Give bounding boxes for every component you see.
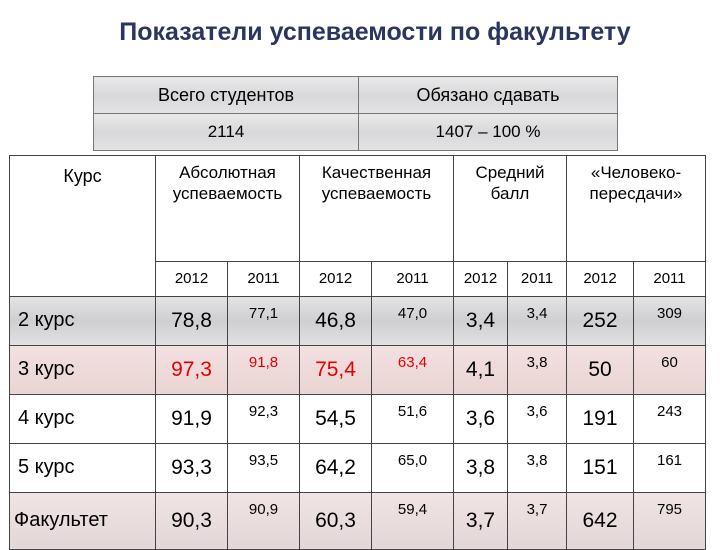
table-row: 5 курс 93,3 93,5 64,2 65,0 3,8 3,8 151 1…: [9, 442, 706, 493]
table-cell: 78,8: [155, 295, 228, 346]
year-cell: 2012: [155, 260, 228, 297]
table-cell: 309: [633, 295, 706, 346]
table-cell: 3,7: [507, 491, 567, 550]
year-cell: 2012: [566, 260, 634, 297]
years-empty: [9, 261, 156, 297]
year-cell: 2012: [453, 260, 508, 297]
year-cell: 2011: [371, 260, 454, 297]
header-kurs: Курс: [9, 155, 156, 261]
header-retakes: «Человеко-пересдачи»: [566, 155, 706, 262]
row-label: 4 курс: [9, 393, 156, 444]
table-cell: 161: [633, 442, 706, 493]
year-cell: 2011: [633, 260, 706, 297]
table-cell: 51,6: [371, 393, 454, 444]
table-cell: 3,7: [453, 491, 508, 550]
table-cell: 91,8: [227, 344, 300, 395]
year-cell: 2011: [227, 260, 300, 297]
table-cell: 3,6: [453, 393, 508, 444]
table-cell: 4,1: [453, 344, 508, 395]
table-cell: 3,8: [507, 442, 567, 493]
summary-header-total: Всего студентов: [93, 76, 359, 114]
header-absolute: Абсолютная успеваемость: [155, 155, 300, 262]
table-cell: 3,6: [507, 393, 567, 444]
table-cell: 63,4: [371, 344, 454, 395]
table-cell: 3,4: [507, 295, 567, 346]
table-row: 4 курс 91,9 92,3 54,5 51,6 3,6 3,6 191 2…: [9, 393, 706, 444]
table-row: 2 курс 78,8 77,1 46,8 47,0 3,4 3,4 252 3…: [9, 295, 706, 346]
table-cell: 54,5: [299, 393, 372, 444]
header-average: Средний балл: [453, 155, 567, 262]
table-cell: 3,4: [453, 295, 508, 346]
summary-value-total: 2114: [93, 113, 359, 151]
page-title: Показатели успеваемости по факультету: [119, 18, 631, 46]
table-cell: 64,2: [299, 442, 372, 493]
table-cell: 75,4: [299, 344, 372, 395]
table-row: Факультет 90,3 90,9 60,3 59,4 3,7 3,7 64…: [9, 491, 706, 550]
table-cell: 60: [633, 344, 706, 395]
table-cell: 3,8: [507, 344, 567, 395]
table-cell: 91,9: [155, 393, 228, 444]
row-label: Факультет: [9, 491, 156, 550]
table-cell: 191: [566, 393, 634, 444]
years-row: 2012 2011 2012 2011 2012 2011 2012 2011: [9, 260, 706, 297]
table-row: 3 курс 97,3 91,8 75,4 63,4 4,1 3,8 50 60: [9, 344, 706, 395]
table-cell: 97,3: [155, 344, 228, 395]
row-label: 5 курс: [9, 442, 156, 493]
table-cell: 151: [566, 442, 634, 493]
table-cell: 252: [566, 295, 634, 346]
row-label: 2 курс: [9, 295, 156, 346]
table-cell: 77,1: [227, 295, 300, 346]
table-cell: 93,5: [227, 442, 300, 493]
table-cell: 642: [566, 491, 634, 550]
table-cell: 65,0: [371, 442, 454, 493]
summary-table: Всего студентов Обязано сдавать 2114 140…: [93, 76, 618, 151]
year-cell: 2012: [299, 260, 372, 297]
table-cell: 243: [633, 393, 706, 444]
performance-table: Курс Абсолютная успеваемость Качественна…: [9, 155, 706, 550]
header-row: Курс Абсолютная успеваемость Качественна…: [9, 155, 706, 262]
table-cell: 46,8: [299, 295, 372, 346]
summary-header-row: Всего студентов Обязано сдавать: [93, 76, 618, 114]
summary-value-required: 1407 – 100 %: [358, 113, 618, 151]
summary-header-required: Обязано сдавать: [358, 76, 618, 114]
row-label: 3 курс: [9, 344, 156, 395]
table-cell: 60,3: [299, 491, 372, 550]
table-cell: 3,8: [453, 442, 508, 493]
table-cell: 90,9: [227, 491, 300, 550]
year-cell: 2011: [507, 260, 567, 297]
header-quality: Качественная успеваемость: [299, 155, 454, 262]
table-cell: 93,3: [155, 442, 228, 493]
summary-value-row: 2114 1407 – 100 %: [93, 113, 618, 151]
table-cell: 90,3: [155, 491, 228, 550]
table-cell: 92,3: [227, 393, 300, 444]
table-cell: 50: [566, 344, 634, 395]
table-cell: 59,4: [371, 491, 454, 550]
table-cell: 47,0: [371, 295, 454, 346]
table-cell: 795: [633, 491, 706, 550]
